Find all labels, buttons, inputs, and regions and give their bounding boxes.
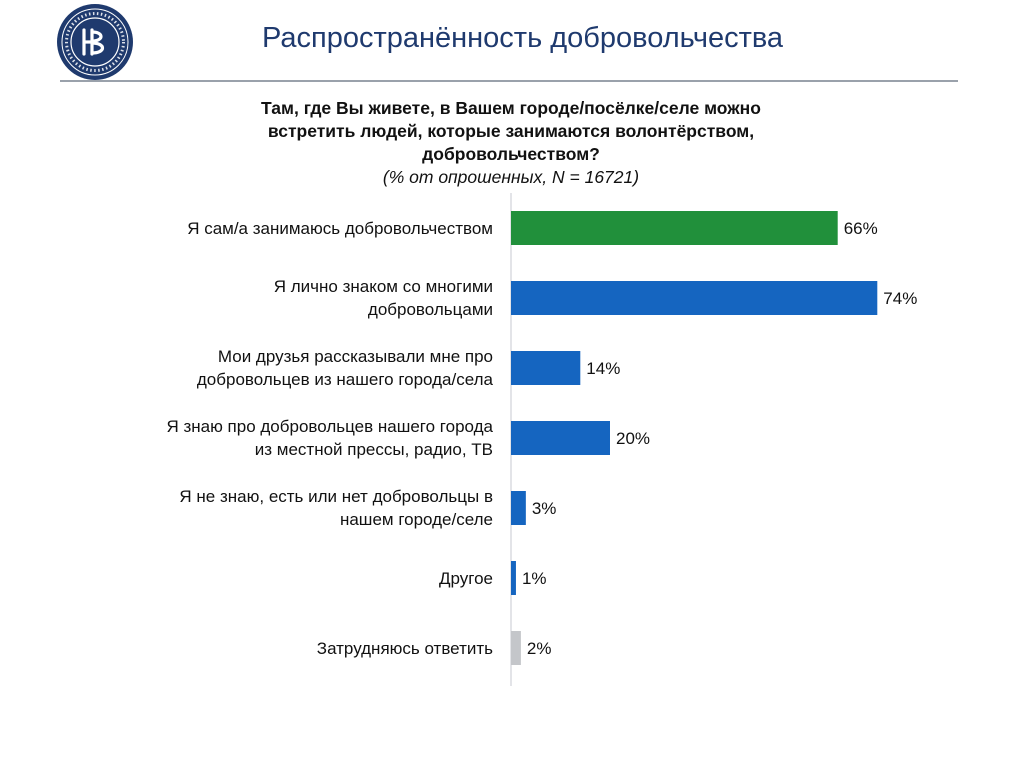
bar-6 [511, 631, 521, 665]
category-label-line: Другое [438, 568, 493, 588]
bar-4 [511, 491, 526, 525]
value-label-6: 2% [527, 639, 552, 658]
category-label-line: добровольцами [367, 300, 493, 319]
category-label-line: Я не знаю, есть или нет добровольцы в [179, 487, 493, 506]
category-label-line: Я сам/а занимаюсь добровольчеством [187, 218, 493, 238]
value-label-0: 66% [844, 219, 878, 238]
value-label-2: 14% [586, 359, 620, 378]
category-label-line: нашем городе/селе [339, 510, 493, 529]
chart-subtitle: (% от опрошенных, N = 16721) [382, 167, 640, 187]
category-label-line: Я лично знаком со многими [273, 277, 493, 296]
category-label-4: Я не знаю, есть или нет добровольцы в наш… [63, 485, 493, 531]
header-divider [60, 80, 958, 82]
category-label-line: Я знаю про добровольцев нашего города [166, 417, 493, 436]
bar-1 [511, 281, 878, 315]
category-label-line: из местной прессы, радио, ТВ [254, 440, 493, 459]
chart-question: Там, где Вы живете, в Вашем городе/посёл… [60, 97, 962, 189]
category-label-line: Затрудняюсь ответить [316, 638, 493, 658]
bar-3 [511, 421, 610, 455]
hse-university-seal-icon [57, 4, 133, 80]
chart-title: Там, где Вы живете, в Вашем городе/посёл… [261, 98, 761, 164]
value-label-4: 3% [532, 499, 557, 518]
category-label-1: Я лично знаком со многими добровольцами [63, 275, 493, 321]
value-label-1: 74% [883, 289, 917, 308]
category-label-3: Я знаю про добровольцев нашего города из … [63, 415, 493, 461]
value-label-5: 1% [522, 569, 547, 588]
bar-5 [511, 561, 516, 595]
bar-2 [511, 351, 581, 385]
category-label-5: Другое [63, 567, 493, 590]
value-label-3: 20% [616, 429, 650, 448]
slide-title: Распространённость добровольчества [262, 22, 784, 54]
category-label-line: Мои друзья рассказывали мне про [217, 347, 493, 366]
category-label-0: Я сам/а занимаюсь добровольчеством [63, 217, 493, 240]
category-label-2: Мои друзья рассказывали мне про доброволь… [63, 345, 493, 391]
category-label-line: добровольцев из нашего города/села [196, 370, 493, 389]
bar-0 [511, 211, 838, 245]
category-label-6: Затрудняюсь ответить [63, 637, 493, 660]
